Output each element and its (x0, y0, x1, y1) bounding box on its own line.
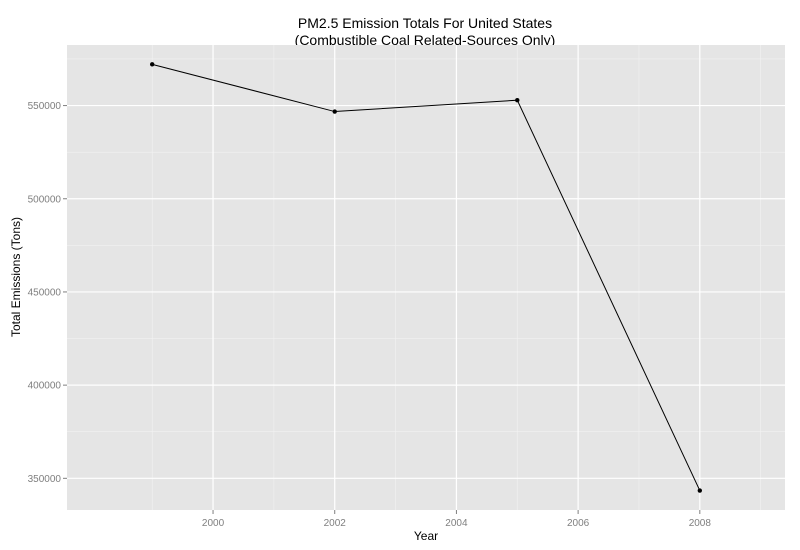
data-point (697, 488, 703, 493)
data-point (332, 109, 337, 114)
y-tick-label: 400000 (28, 381, 62, 392)
y-tick-label: 450000 (28, 287, 62, 298)
data-point (515, 98, 520, 103)
x-axis-ticks: 2000 2002 2004 2006 2008 (202, 510, 711, 529)
major-gridlines (67, 45, 785, 510)
y-axis-title: Total Emissions (Tons) (9, 217, 23, 337)
y-tick-label: 550000 (28, 101, 62, 112)
x-tick-label: 2002 (324, 518, 347, 529)
minor-gridlines (67, 45, 785, 510)
data-point (149, 62, 155, 67)
x-tick-label: 2008 (689, 518, 712, 529)
series-layer (149, 62, 703, 493)
x-axis-title: Year (414, 529, 438, 543)
plot-panel (67, 45, 785, 510)
x-tick-label: 2000 (202, 518, 225, 529)
x-tick-label: 2004 (445, 518, 468, 529)
series-line (152, 63, 701, 491)
x-tick-label: 2006 (567, 518, 590, 529)
y-axis-ticks: 350000 400000 450000 500000 550000 (28, 101, 67, 485)
y-tick-label: 350000 (28, 474, 62, 485)
chart-subtitle: (Combustible Coal Related-Sources Only) (295, 32, 556, 48)
y-tick-label: 500000 (28, 194, 62, 205)
chart-title: PM2.5 Emission Totals For United States (298, 15, 552, 31)
